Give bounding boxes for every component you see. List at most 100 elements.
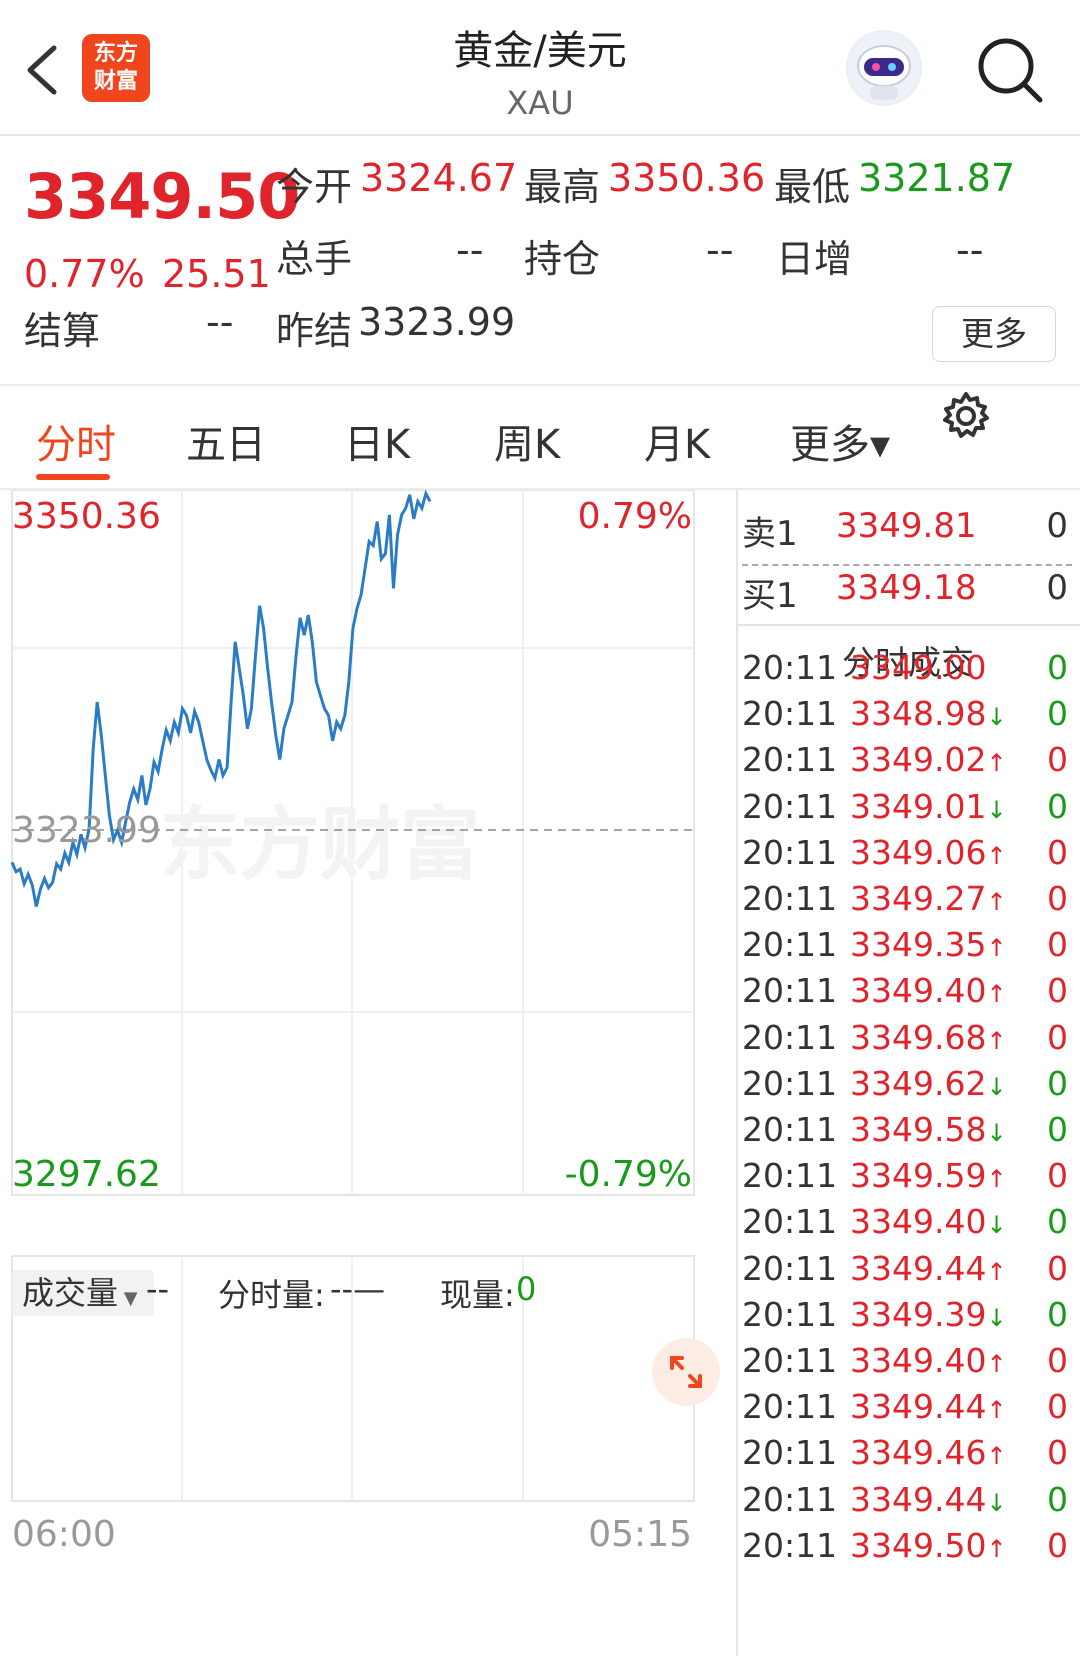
trade-price: 3349.68↑ (850, 1017, 1007, 1057)
trade-price: 3348.98↓ (850, 694, 1007, 734)
trade-volume: 0 (1047, 879, 1068, 918)
trade-price: 3349.40↑ (850, 971, 1007, 1011)
down-arrow-icon: ↓ (986, 1072, 1007, 1101)
expand-icon[interactable] (652, 1338, 720, 1406)
low-label: 最低 (774, 165, 851, 209)
trade-volume: 0 (1047, 786, 1068, 826)
trade-time: 20:11 (742, 1248, 838, 1288)
position-value: -- (706, 228, 734, 272)
trade-volume: 0 (1047, 832, 1068, 872)
settings-gear-icon[interactable] (940, 390, 992, 442)
volume-selector[interactable]: 成交量 ▼ (12, 1270, 154, 1316)
trade-row: 20:11 3349.27↑ 0 (736, 879, 1080, 927)
grid-lines (12, 490, 694, 1195)
trade-volume: 0 (1047, 740, 1068, 780)
trade-volume: 0 (1047, 694, 1068, 734)
down-arrow-icon: ↓ (986, 1119, 1007, 1147)
logo-text-top: 东方 (93, 41, 138, 66)
trade-row: 20:11 3349.02↑ 0 (736, 740, 1080, 788)
trade-row: 20:11 3349.35↑ 0 (736, 925, 1080, 973)
up-arrow-icon: ↑ (986, 1257, 1007, 1286)
trade-price: 3349.27↑ (850, 879, 1007, 918)
robot-avatar-icon[interactable] (846, 30, 922, 106)
trade-row: 20:11 3349.46↑ 0 (736, 1433, 1080, 1481)
trade-volume: 0 (1047, 1202, 1068, 1242)
high-value: 3350.36 (608, 156, 766, 200)
daily-inc-value: -- (956, 228, 984, 272)
divider (736, 624, 1080, 626)
trade-time: 20:11 (742, 648, 838, 687)
y-axis-top-price: 3350.36 (12, 496, 161, 537)
trade-time: 20:11 (742, 925, 838, 965)
x-axis-start-time: 06:00 (12, 1514, 116, 1555)
volume-selector-value: -- (146, 1270, 170, 1308)
tab-monthly-k[interactable]: 月K (644, 422, 711, 468)
trade-volume: 0 (1047, 925, 1068, 965)
trade-volume: 0 (1047, 1294, 1068, 1334)
trades-title: 分时成交 (842, 643, 974, 682)
open-label: 今开 (276, 165, 353, 209)
divider (0, 384, 1080, 386)
prev-settle-value: 3323.99 (358, 300, 516, 344)
down-arrow-icon: ↓ (986, 1211, 1007, 1240)
trade-time: 20:11 (742, 1017, 838, 1057)
trade-price: 3349.62↓ (850, 1063, 1007, 1103)
back-arrow-icon[interactable] (22, 40, 62, 100)
trade-time: 20:11 (742, 1479, 838, 1519)
trade-row: 20:11 3349.44↓ 0 (736, 1480, 1080, 1528)
trade-time: 20:11 (742, 1156, 838, 1196)
trade-time: 20:11 (742, 1110, 838, 1149)
trade-row: 20:11 3349.68↑ 0 (736, 1018, 1080, 1066)
trade-volume: 0 (1047, 1387, 1068, 1427)
price-line (10, 490, 432, 907)
trade-price: 3349.01↓ (850, 786, 1007, 826)
trade-volume: 0 (1047, 1341, 1068, 1380)
trade-time: 20:11 (742, 694, 838, 734)
trade-time: 20:11 (742, 1202, 838, 1242)
daily-inc-label: 日增 (776, 237, 853, 281)
up-arrow-icon: ↑ (986, 1350, 1007, 1378)
trade-row: 20:11 3349.39↓ 0 (736, 1295, 1080, 1343)
trade-time: 20:11 (742, 832, 838, 872)
trade-row: 20:11 3348.98↓ 0 (736, 694, 1080, 742)
down-arrow-icon: ↓ (986, 1488, 1007, 1517)
trade-price: 3349.44↓ (850, 1479, 1007, 1519)
settle-label: 结算 (24, 309, 101, 353)
logo-text-bottom: 财富 (93, 69, 138, 94)
price-pane-frame (11, 490, 695, 1196)
minute-volume-value: --— (330, 1270, 386, 1308)
tab-weekly-k[interactable]: 周K (494, 422, 561, 468)
tab-daily-k[interactable]: 日K (344, 422, 411, 468)
trade-price: 3349.44↑ (850, 1248, 1007, 1288)
up-arrow-icon: ↑ (986, 1026, 1007, 1055)
more-quote-button[interactable]: 更多 (932, 306, 1056, 362)
trade-row: 20:11 3349.01↓ 0 (736, 787, 1080, 835)
low-value: 3321.87 (858, 156, 1016, 200)
tab-five-day[interactable]: 五日 (186, 422, 266, 468)
trade-volume: 0 (1047, 1248, 1068, 1288)
trade-volume: 0 (1047, 1017, 1068, 1057)
tab-intraday[interactable]: 分时 (36, 422, 116, 468)
trade-time: 20:11 (742, 1387, 838, 1427)
trade-price: 3349.58↓ (850, 1110, 1007, 1149)
trade-volume: 0 (1047, 1063, 1068, 1103)
trade-price: 3349.35↑ (850, 925, 1007, 965)
y-axis-bottom-price: 3297.62 (12, 1154, 161, 1195)
tab-more[interactable]: 更多▾ (790, 422, 891, 468)
intraday-chart[interactable]: 东方财富 3350.36 0.79% 3323.99 3297.62 -0.79… (0, 490, 734, 1656)
trade-row: 20:11 3349.62↓ 0 (736, 1064, 1080, 1112)
trade-row: 20:11 3349.58↓ 0 (736, 1110, 1080, 1158)
position-label: 持仓 (524, 237, 601, 281)
trade-price: 3349.59↑ (850, 1156, 1007, 1196)
trade-row: 20:11 3349.06↑ 0 (736, 833, 1080, 881)
volume-label: 总手 (276, 237, 353, 281)
ask-volume: 0 (1046, 506, 1068, 546)
search-icon[interactable] (972, 32, 1048, 108)
trade-time: 20:11 (742, 971, 838, 1011)
current-volume-label: 现量: (440, 1276, 515, 1314)
change-value: 25.51 (162, 252, 271, 296)
trade-row: 20:11 3349.50↑ 0 (736, 1526, 1080, 1574)
volume-grid-lines (181, 1256, 524, 1501)
ask-label: 卖1 (742, 514, 798, 554)
y-axis-bottom-pct: -0.79% (565, 1154, 692, 1195)
